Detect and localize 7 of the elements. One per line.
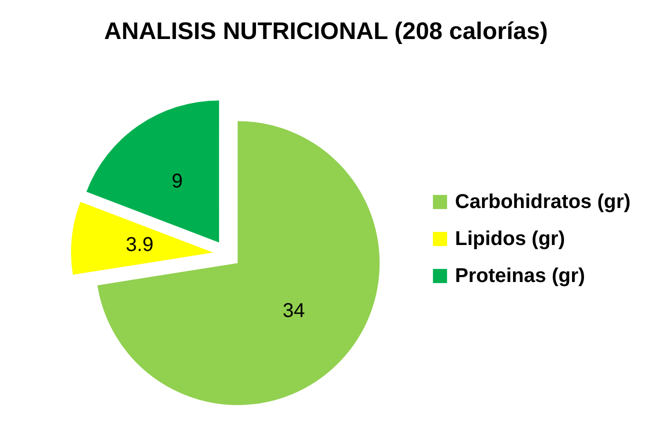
chart-title: ANALISIS NUTRICIONAL (208 calorías): [104, 18, 548, 45]
data-label: 34: [282, 300, 305, 322]
legend-label: Carbohidratos (gr): [455, 191, 631, 213]
data-label: 3.9: [126, 234, 154, 256]
legend-label: Proteinas (gr): [455, 265, 586, 287]
legend-label: Lipidos (gr): [455, 228, 565, 250]
data-label: 9: [172, 170, 183, 193]
